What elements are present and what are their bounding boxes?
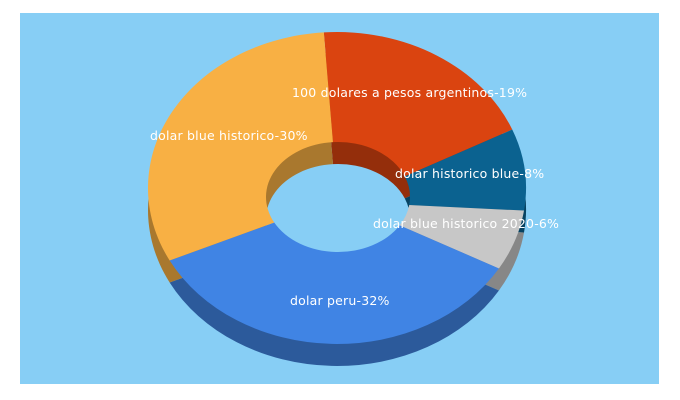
slice-label: 100 dolares a pesos argentinos-19% (292, 85, 528, 100)
slice-label: dolar blue historico-30% (150, 128, 308, 143)
slice-label: dolar historico blue-8% (395, 166, 545, 181)
pie-slice-dolar-peru[interactable] (169, 222, 499, 345)
pie-slice-100-dolares-a-pesos-argentinos[interactable] (323, 32, 513, 177)
pie-slice-dolar-historico-blue[interactable] (404, 129, 526, 211)
slice-label: dolar blue historico 2020-6% (373, 216, 560, 231)
slice-label: dolar peru-32% (290, 293, 390, 308)
pie-slice-dolar-blue-historico-2020[interactable] (399, 204, 525, 269)
pie-slice-dolar-blue-historico[interactable] (148, 32, 333, 261)
